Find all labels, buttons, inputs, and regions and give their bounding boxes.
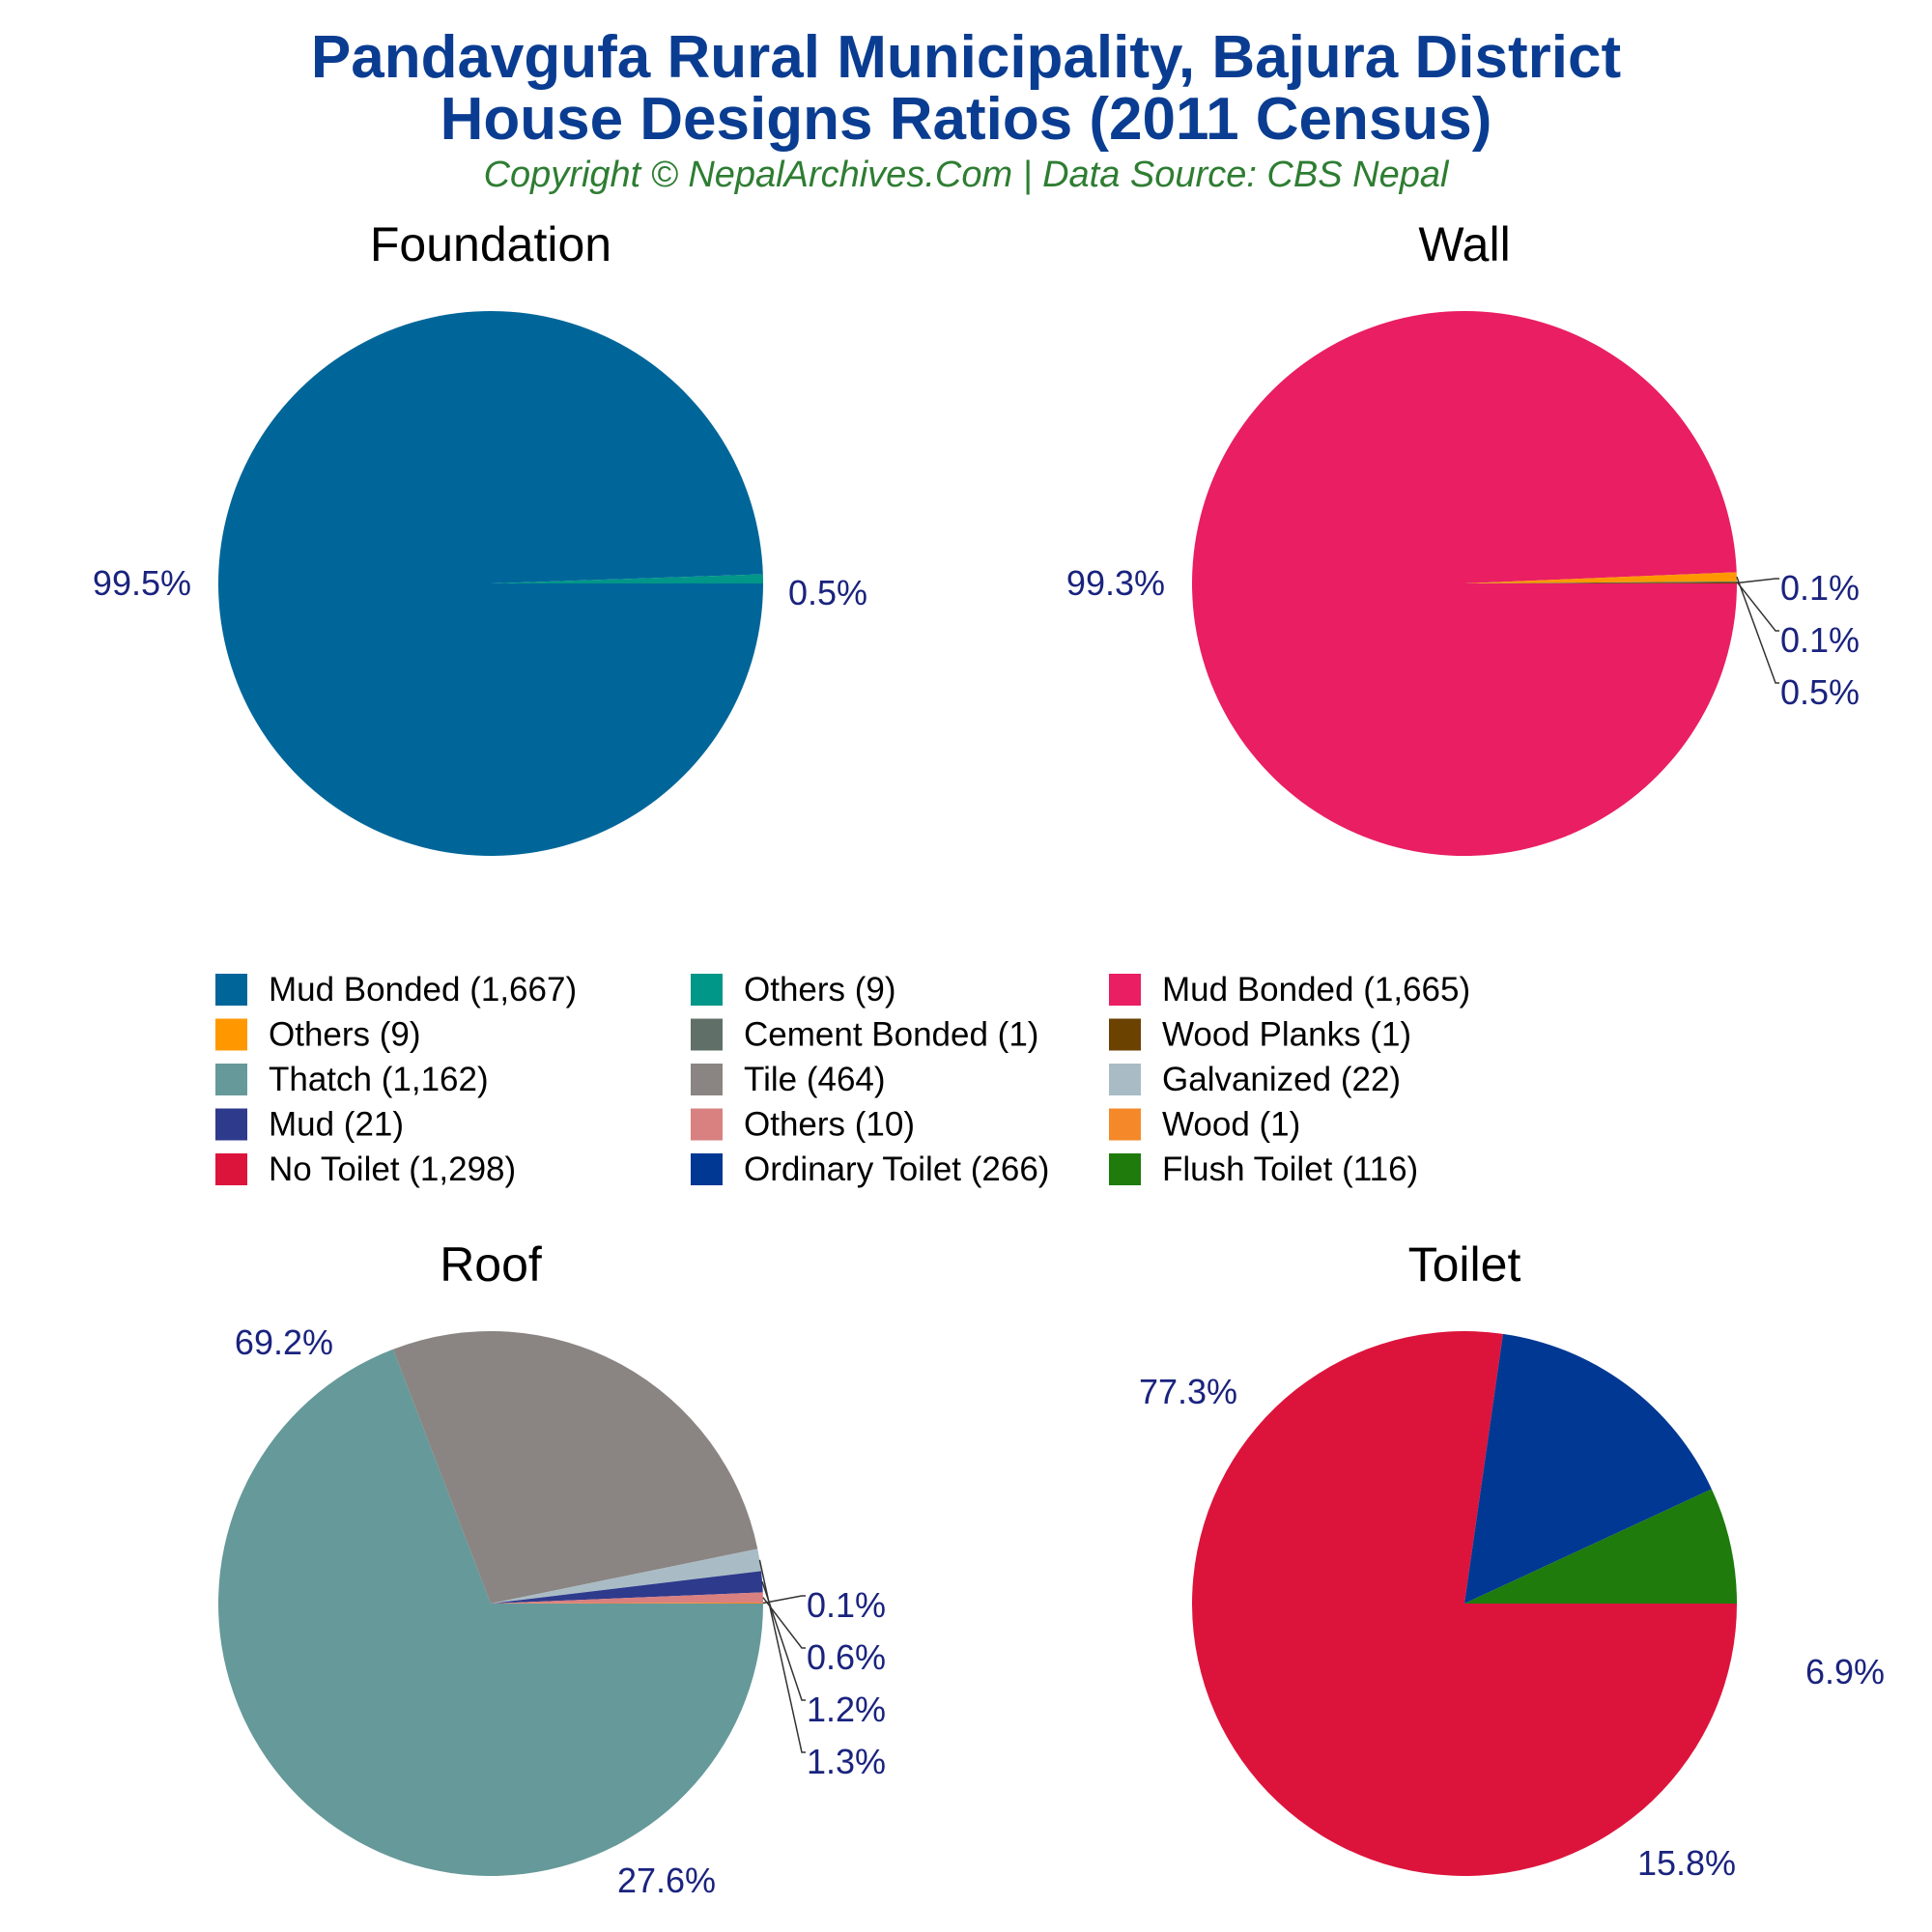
legend-swatch — [215, 974, 247, 1006]
pie-toilet-pct-label: 6.9% — [1805, 1652, 1885, 1691]
legend-label: Galvanized (22) — [1162, 1061, 1401, 1098]
legend-label: No Toilet (1,298) — [269, 1151, 516, 1188]
pie-toilet-slice-no-toilet — [1192, 1330, 1737, 1876]
legend-swatch — [691, 1064, 723, 1095]
legend-item: Wood Planks (1) — [1109, 1016, 1411, 1054]
legend-item: Others (9) — [215, 1016, 421, 1054]
legend-swatch — [1109, 1018, 1141, 1051]
pie-roof-pct-label: 1.3% — [807, 1742, 886, 1781]
pie-roof-slice-tile — [392, 1330, 758, 1604]
pie-wall-leader-line — [1736, 576, 1779, 684]
pie-wall-leader-line — [1736, 578, 1779, 584]
pie-foundation-title: Foundation — [370, 217, 611, 271]
pie-roof-slice-others — [491, 1592, 763, 1604]
pie-roof-slice-thatch — [217, 1349, 763, 1876]
pie-foundation-pct-label: 99.5% — [93, 563, 191, 603]
pie-wall-slice-cement-bonded — [1464, 581, 1737, 583]
legend-label: Mud Bonded (1,667) — [269, 971, 577, 1009]
legend-label: Wood Planks (1) — [1162, 1016, 1411, 1054]
pie-wall-slice-mud-bonded — [1191, 311, 1737, 857]
pie-toilet-title: Toilet — [1408, 1237, 1521, 1292]
pie-roof-leader-line — [762, 1597, 806, 1649]
pie-roof-pct-label: 1.2% — [807, 1690, 886, 1729]
pie-roof-slice-mud — [491, 1571, 763, 1604]
legend-item: Thatch (1,162) — [215, 1061, 489, 1098]
pie-wall-pct-label: 0.1% — [1780, 620, 1860, 660]
chart-subtitle: Copyright © NepalArchives.Com | Data Sou… — [483, 155, 1449, 195]
legend-item: No Toilet (1,298) — [215, 1151, 516, 1188]
chart-title-line2: House Designs Ratios (2011 Census) — [440, 86, 1492, 153]
pie-wall: 99.3% 0.5% 0.1% 0.1% — [1066, 311, 1860, 857]
pie-roof-pct-label: 27.6% — [617, 1861, 716, 1900]
pie-roof-leader-line — [761, 1581, 806, 1701]
legend-item: Cement Bonded (1) — [691, 1016, 1038, 1054]
pie-toilet-slice-flush-toilet — [1464, 1489, 1737, 1604]
legend-swatch — [1109, 974, 1141, 1006]
legend-label: Wood (1) — [1162, 1106, 1300, 1144]
legend-item: Wood (1) — [1109, 1106, 1300, 1144]
legend-swatch — [691, 1018, 723, 1051]
legend-label: Thatch (1,162) — [269, 1061, 489, 1098]
legend-swatch — [215, 1108, 247, 1141]
legend-swatch — [215, 1018, 247, 1051]
pie-wall-slice-others — [1464, 572, 1737, 583]
legend-item: Galvanized (22) — [1109, 1061, 1401, 1098]
legend: Mud Bonded (1,667) Others (9) Mud Bonded (… — [215, 971, 1470, 1188]
legend-label: Mud (21) — [269, 1106, 404, 1144]
pie-wall-pct-label: 99.3% — [1066, 563, 1165, 603]
pie-toilet: 77.3% 15.8% 6.9% — [1139, 1330, 1885, 1883]
pie-roof-title: Roof — [440, 1237, 542, 1292]
pie-foundation-slice-mud-bonded — [217, 310, 764, 856]
pie-wall-pct-label: 0.1% — [1780, 568, 1860, 608]
pie-roof: 69.2% 27.6% 1.3% 1.2% 0.6% 0.1% — [217, 1322, 886, 1900]
legend-swatch — [215, 1064, 247, 1095]
pie-toilet-slice-ordinary-toilet — [1464, 1333, 1712, 1604]
legend-swatch — [691, 1153, 723, 1185]
legend-swatch — [691, 1108, 723, 1141]
pie-roof-slice-wood — [491, 1602, 764, 1604]
legend-swatch — [691, 974, 723, 1006]
legend-label: Tile (464) — [744, 1061, 886, 1098]
legend-label: Mud Bonded (1,665) — [1162, 971, 1470, 1009]
chart-title-line1: Pandavgufa Rural Municipality, Bajura Di… — [310, 24, 1622, 91]
pie-roof-slice-galvanized — [491, 1548, 761, 1604]
pie-toilet-pct-label: 77.3% — [1139, 1372, 1237, 1411]
legend-swatch — [215, 1153, 247, 1185]
legend-label: Cement Bonded (1) — [744, 1016, 1038, 1054]
pie-roof-pct-label: 69.2% — [235, 1322, 333, 1362]
pie-roof-pct-label: 0.1% — [807, 1585, 886, 1625]
legend-swatch — [1109, 1064, 1141, 1095]
legend-swatch — [1109, 1153, 1141, 1185]
legend-label: Ordinary Toilet (266) — [744, 1151, 1049, 1188]
legend-label: Flush Toilet (116) — [1162, 1151, 1418, 1188]
legend-label: Others (10) — [744, 1106, 915, 1144]
legend-swatch — [1109, 1108, 1141, 1141]
pie-wall-pct-label: 0.5% — [1780, 672, 1860, 712]
legend-item: Mud Bonded (1,667) — [215, 971, 577, 1009]
legend-item: Mud (21) — [215, 1106, 404, 1144]
pie-roof-leader-line — [758, 1559, 806, 1753]
legend-item: Others (10) — [691, 1106, 915, 1144]
pie-roof-pct-label: 0.6% — [807, 1637, 886, 1677]
pie-toilet-pct-label: 15.8% — [1637, 1843, 1736, 1883]
legend-label: Others (9) — [744, 971, 896, 1009]
pie-wall-leader-line — [1736, 581, 1779, 632]
legend-item: Flush Toilet (116) — [1109, 1151, 1418, 1188]
pie-foundation-slice-others — [491, 574, 763, 583]
pie-wall-title: Wall — [1418, 217, 1510, 271]
legend-item: Others (9) — [691, 971, 896, 1009]
pie-roof-leader-line — [762, 1595, 806, 1605]
legend-label: Others (9) — [269, 1016, 421, 1054]
legend-item: Tile (464) — [691, 1061, 886, 1098]
legend-item: Mud Bonded (1,665) — [1109, 971, 1470, 1009]
legend-item: Ordinary Toilet (266) — [691, 1151, 1049, 1188]
pie-foundation: 99.5% 0.5% — [93, 310, 867, 856]
pie-wall-slice-wood-planks — [1464, 582, 1738, 583]
pie-foundation-pct-label: 0.5% — [788, 573, 867, 612]
